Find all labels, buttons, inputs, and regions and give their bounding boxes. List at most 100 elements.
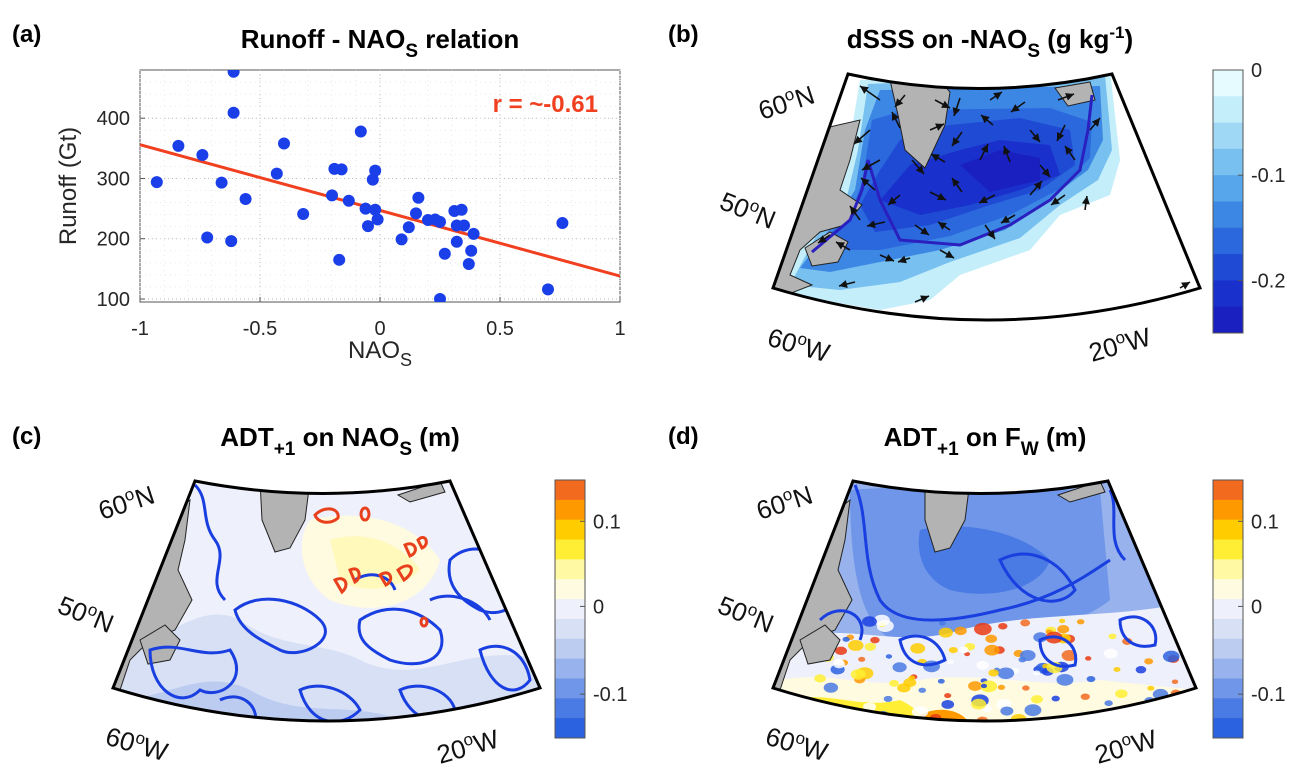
colorbar-d: 0.1 0 -0.1 [1212,479,1285,739]
y-tick-label: 300 [97,168,130,190]
field-speckle [971,698,987,710]
data-point [412,191,425,204]
vector-arrow-head [952,137,960,146]
colorbar-swatch [1213,599,1243,620]
panel-d-label: (d) [668,423,699,450]
colorbar-swatch [555,618,585,640]
field-speckle [1059,618,1066,624]
data-point [371,213,384,226]
lon-label-60w: 60oW [762,720,831,767]
vector-arrow-head [952,178,960,187]
y-axis-label: Runoff (Gt) [55,127,82,245]
vector-arrow-head [850,206,858,215]
x-tick-label: -1 [131,318,149,340]
colorbar-swatch [555,658,585,679]
field-speckle [974,622,992,636]
data-point [462,258,475,271]
data-point [455,203,468,216]
field-speckle [889,679,899,687]
field-speckle [984,644,1000,656]
colorbar-swatch [1213,579,1243,600]
vector-arrow-head [945,250,954,258]
field-speckle [976,660,989,670]
panel-d-title: ADT+1 on FW (m) [884,422,1087,460]
vector-arrow-head [993,92,1002,100]
lon-label-20w: 20oW [1091,722,1160,769]
data-point [450,235,463,248]
map-frame [771,72,1203,322]
colorbar-tick-label: -0.1 [1251,165,1285,187]
x-tick-label: 0.5 [486,318,514,340]
colorbar-swatch [555,579,585,600]
vector-arrow-head [931,154,940,162]
vector-arrow-head [979,195,988,203]
vector-arrow-head [938,222,947,230]
field-speckle [845,723,852,728]
field-speckle [850,669,866,680]
x-tick-label: 0 [374,318,385,340]
field-speckle [1056,673,1074,686]
colorbar-swatch [555,559,585,580]
field-speckle [897,683,911,693]
x-tick-label: -0.5 [243,318,277,340]
data-point [410,207,422,220]
field-speckle [862,616,877,627]
panel-b: (b) dSSS on -NAOS (g kg-1) 60oN 50oN 60o… [668,21,1285,368]
vector-arrow-head [941,100,950,108]
colorbar-tick-label: 0 [593,596,604,618]
colorbar-swatch [1213,201,1243,229]
vector-arrow-head [885,254,894,262]
colorbar-swatch [1213,638,1243,660]
data-point [467,227,480,240]
vector-arrow-head [981,115,990,124]
lat-label-60n: 60oN [754,79,818,126]
colorbar-frame [554,479,586,739]
vector-arrow-head [860,86,869,94]
data-point [326,189,338,202]
field-speckle [985,634,998,643]
panel-a: (a) Runoff - NAOS relation -1 -0.5 0 0.5 1 1… [12,21,626,370]
field-speckle [1108,633,1117,640]
data-point [395,233,408,246]
field-speckle [1155,718,1171,721]
vector-arrow-head [1091,118,1100,127]
field-speckle [1174,724,1183,730]
field-speckle [911,706,929,718]
field-speckle [1051,695,1060,702]
vector-arrow-head [1031,133,1040,142]
vector-arrow-head [1081,196,1090,205]
field-speckle [937,678,945,684]
field-speckle [1178,618,1186,624]
field-speckle [1076,619,1085,625]
map-b [773,74,1200,320]
field-speckle [814,674,826,683]
panel-c-label: (c) [12,423,41,450]
field-speckle [1015,734,1029,744]
field-speckle [847,640,864,651]
colorbar-tick-label: 0.1 [593,511,621,533]
data-point [402,221,415,234]
field-speckle [870,636,880,644]
field-speckle [926,724,939,733]
field-speckle [1033,670,1041,676]
field-speckle [1113,666,1121,672]
field-speckle [946,659,954,665]
colorbar-tick-label: -0.1 [1251,684,1285,706]
field-speckle [885,654,893,659]
vector-arrow-head [892,112,900,121]
colorbar-swatch [555,499,585,521]
vector-arrow-head [1041,168,1050,177]
colorbar-swatch [555,678,585,699]
field-speckle [1060,721,1069,727]
lon-label-20w: 20oW [1085,320,1154,367]
y-tick-labels: 100 200 300 400 [97,108,145,311]
field-speckle [905,731,914,737]
field-speckle [823,682,839,693]
colorbar-swatch [1213,227,1243,255]
colorbar-swatch [555,718,585,739]
vector-arrow-head [937,192,946,200]
vector-arrow-head [862,162,871,170]
panel-b-title: dSSS on -NAOS (g kg-1) [847,23,1133,62]
data-point [172,139,185,152]
